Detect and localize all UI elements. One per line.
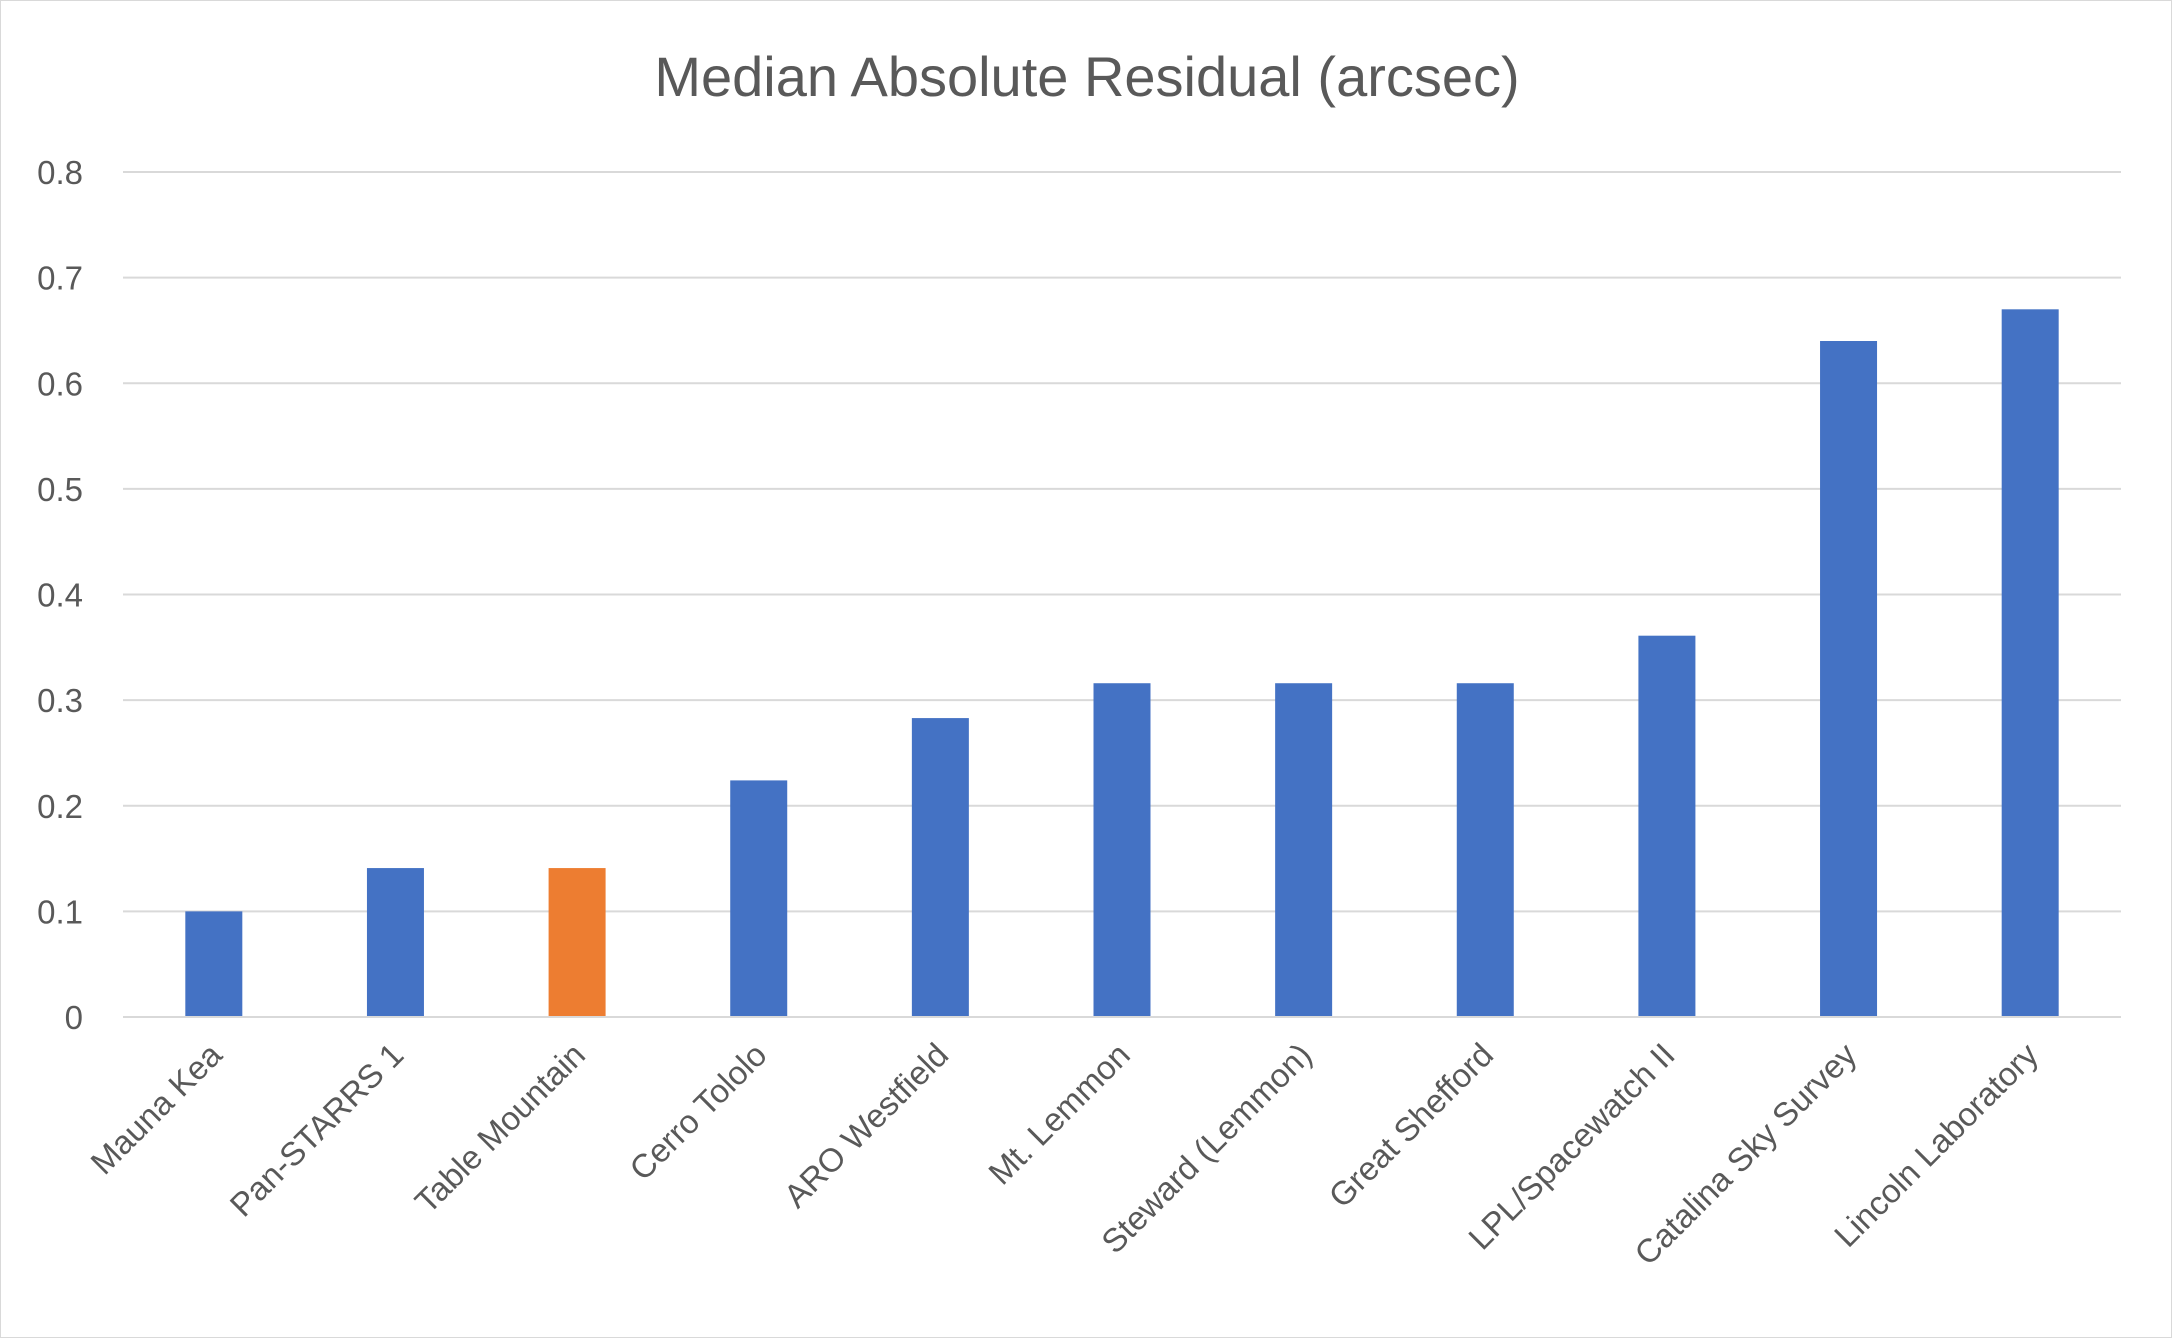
y-tick-label: 0.8 — [37, 154, 83, 191]
y-axis-tick-labels: 0 0.1 0.2 0.3 0.4 0.5 0.6 0.7 0.8 — [37, 154, 83, 1036]
bar-table-mountain — [548, 868, 606, 1017]
bar-pan-starrs-1 — [366, 868, 424, 1017]
bar-aro-westfield — [911, 718, 969, 1017]
x-category-label: Pan-STARRS 1 — [223, 1036, 411, 1224]
y-tick-label: 0.5 — [37, 471, 83, 508]
bar-steward-lemmon — [1275, 683, 1333, 1017]
y-tick-label: 0.6 — [37, 365, 83, 402]
y-tick-label: 0.1 — [37, 893, 83, 930]
bar-lincoln-laboratory — [2001, 309, 2059, 1017]
bar-mauna-kea — [185, 911, 243, 1017]
y-tick-label: 0.4 — [37, 577, 83, 614]
bar-lpl-spacewatch-ii — [1638, 635, 1696, 1017]
y-tick-label: 0.7 — [37, 260, 83, 297]
x-category-label: ARO Westfield — [777, 1036, 956, 1215]
bar-cerro-tololo — [730, 780, 788, 1017]
chart-title: Median Absolute Residual (arcsec) — [654, 45, 1519, 108]
bars — [185, 309, 2059, 1017]
bar-mt-lemmon — [1093, 683, 1151, 1017]
x-category-label: Table Mountain — [408, 1036, 592, 1220]
x-category-label: Lincoln Laboratory — [1827, 1035, 2046, 1254]
y-tick-label: 0.2 — [37, 788, 83, 825]
y-tick-label: 0 — [65, 999, 83, 1036]
x-category-label: Cerro Tololo — [622, 1036, 774, 1188]
bar-catalina-sky-survey — [1820, 341, 1878, 1017]
x-category-label: Great Shefford — [1321, 1036, 1500, 1215]
y-tick-label: 0.3 — [37, 682, 83, 719]
x-category-label: Mt. Lemmon — [981, 1036, 1137, 1192]
bar-great-shefford — [1456, 683, 1514, 1017]
x-category-label: Mauna Kea — [83, 1035, 229, 1181]
